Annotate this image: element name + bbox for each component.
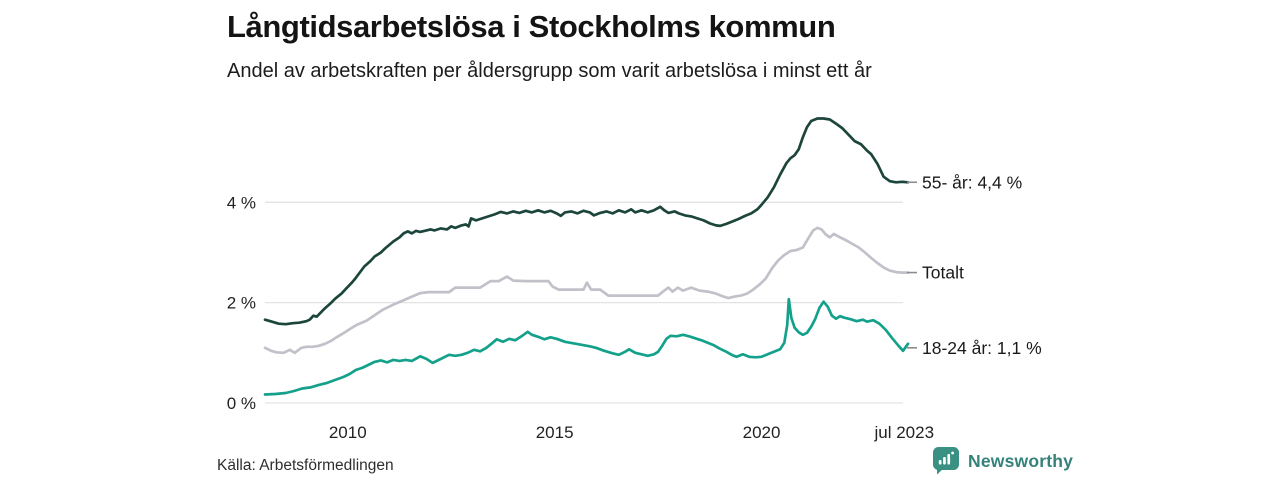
series-line-totalt [263, 226, 910, 355]
y-axis-tick-label: 2 % [227, 294, 256, 313]
series-line-55-r [263, 117, 910, 326]
x-axis-tick-label: 2010 [329, 423, 367, 442]
x-axis-tick-label: 2020 [743, 423, 781, 442]
x-axis-tick-label: 2015 [536, 423, 574, 442]
series-end-label: Totalt [922, 263, 964, 283]
y-axis-tick-label: 4 % [227, 193, 256, 212]
newsworthy-icon [933, 447, 959, 475]
chart-subtitle: Andel av arbetskraften per åldersgrupp s… [227, 60, 872, 82]
x-axis-tick-label: jul 2023 [873, 423, 934, 442]
chart-title: Långtidsarbetslösa i Stockholms kommun [227, 9, 836, 44]
series-end-label: 18-24 år: 1,1 % [922, 338, 1042, 358]
series-line-18-24-r [263, 297, 910, 396]
source-note: Källa: Arbetsförmedlingen [217, 457, 394, 474]
series-end-label: 55- år: 4,4 % [922, 172, 1022, 192]
brand-logo: Newsworthy [933, 447, 1073, 475]
y-axis-tick-label: 0 % [227, 394, 256, 413]
brand-name: Newsworthy [968, 450, 1074, 471]
